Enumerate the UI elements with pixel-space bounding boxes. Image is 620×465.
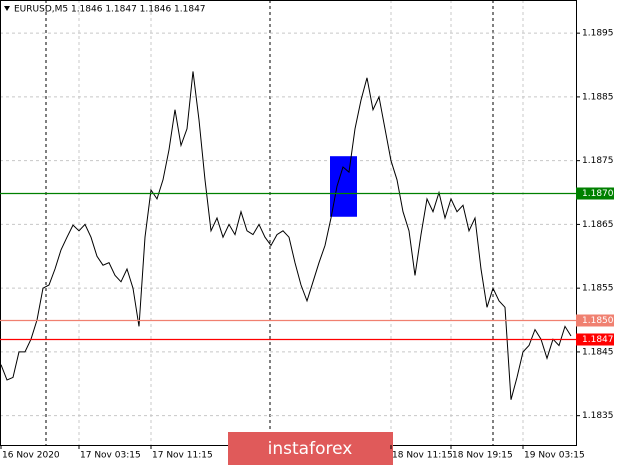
y-tick-label: 1.1845 [582,347,614,357]
level-label-box [576,187,614,200]
watermark: instaforex [268,439,353,459]
level-label: 1.1850 [582,316,614,326]
x-tick-label: 18 Nov 11:15 [392,451,453,461]
level-label-box [576,314,614,327]
y-tick-label: 1.1895 [582,29,614,39]
x-tick-label: 16 Nov 2020 [2,451,60,461]
watermark-box [228,432,393,465]
x-tick-label: 18 Nov 19:15 [452,451,513,461]
x-tick-label: 17 Nov 03:15 [80,451,141,461]
y-tick-label: 1.1885 [582,92,614,102]
level-label-box [576,333,614,346]
y-tick-label: 1.1835 [582,411,614,421]
highlight-zone [330,156,357,217]
level-label: 1.1870 [582,189,614,199]
x-tick-label: 17 Nov 11:15 [152,451,213,461]
y-tick-label: 1.1865 [582,220,614,230]
y-tick-label: 1.1875 [582,156,614,166]
level-label: 1.1847 [582,335,614,345]
y-tick-label: 1.1855 [582,284,614,294]
price-line [0,71,572,400]
x-tick-label: 19 Nov 03:15 [524,451,585,461]
menu-arrow [4,6,10,11]
chart-title: EURUSD,M5 1.1846 1.1847 1.1846 1.1847 [14,5,206,15]
